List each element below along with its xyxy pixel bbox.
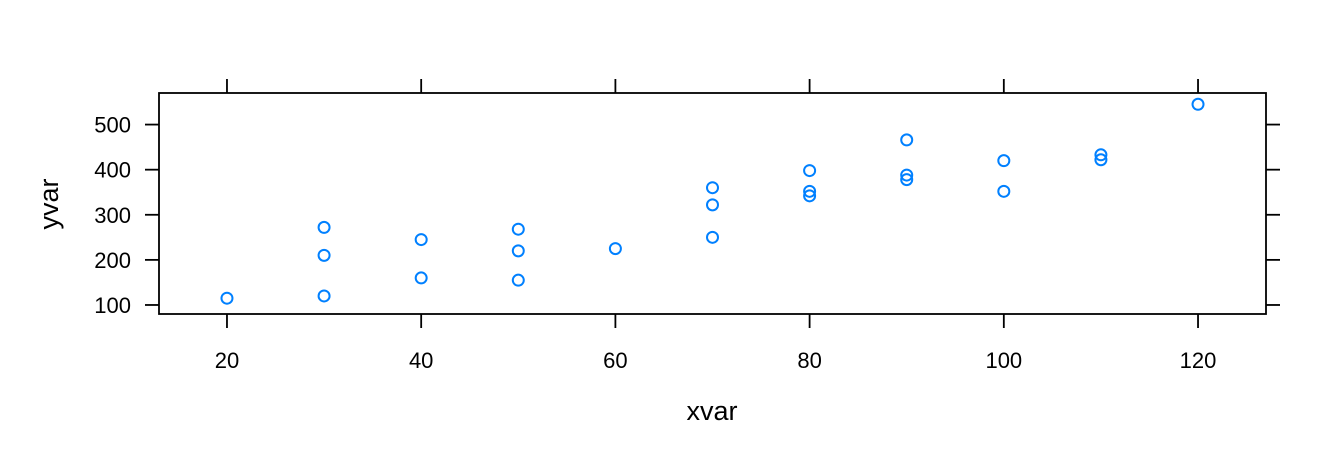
data-point — [414, 233, 428, 247]
x-tick-label: 20 — [215, 348, 239, 373]
data-point — [803, 189, 817, 203]
data-point — [706, 198, 719, 212]
data-point — [1191, 97, 1205, 111]
x-axis-title: xvar — [686, 396, 737, 426]
x-tick-label: 100 — [985, 348, 1022, 373]
axis-ticks — [145, 79, 1280, 328]
y-tick-label: 500 — [94, 113, 131, 138]
tick-labels: 20 40 60 80 100 120 100 200 300 400 500 — [94, 113, 1216, 373]
data-point — [608, 242, 622, 256]
y-tick-label: 200 — [94, 248, 131, 273]
data-points — [220, 97, 1205, 305]
data-point — [900, 173, 914, 187]
x-tick-label: 40 — [409, 348, 433, 373]
data-point — [900, 168, 914, 182]
y-axis-title: yvar — [34, 178, 64, 229]
data-point — [803, 164, 817, 178]
y-tick-label: 300 — [94, 203, 131, 228]
data-point — [511, 244, 525, 258]
data-point — [511, 222, 525, 236]
data-point — [997, 184, 1011, 198]
data-point — [317, 248, 331, 262]
data-point — [511, 273, 525, 287]
data-point — [317, 220, 331, 234]
x-tick-label: 80 — [797, 348, 821, 373]
data-point — [706, 181, 719, 195]
plot-panel — [158, 92, 1267, 315]
x-tick-label: 60 — [603, 348, 627, 373]
data-point — [1094, 148, 1108, 162]
data-point — [1094, 153, 1108, 167]
data-point — [803, 184, 817, 198]
data-point — [220, 291, 234, 305]
data-point — [317, 289, 331, 303]
x-tick-label: 120 — [1180, 348, 1217, 373]
y-tick-label: 400 — [94, 158, 131, 183]
y-tick-label: 100 — [94, 293, 131, 318]
data-point — [706, 230, 719, 244]
data-point — [997, 154, 1011, 168]
data-point — [414, 271, 428, 285]
data-point — [900, 133, 914, 147]
